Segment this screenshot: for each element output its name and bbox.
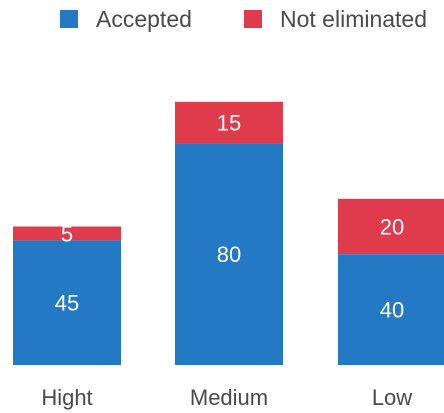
bar-hight-accepted: [13, 240, 121, 365]
data-label-medium-not-eliminated: 15: [217, 111, 241, 136]
data-label-hight-accepted: 45: [55, 291, 79, 316]
legend-swatch-not-eliminated: [244, 10, 262, 28]
legend: Accepted Not eliminated: [60, 6, 427, 32]
bar-medium-not-eliminated: [175, 101, 283, 144]
legend-swatch-accepted: [60, 10, 78, 28]
legend-label-accepted: Accepted: [96, 6, 192, 32]
x-tick-low: Low: [372, 385, 412, 410]
bar-low-not-eliminated: [338, 198, 444, 255]
plot-area: 45 5 80 15 40 20: [13, 101, 444, 365]
bar-hight-not-eliminated: [13, 226, 121, 241]
data-label-low-not-eliminated: 20: [380, 215, 404, 240]
bar-medium-accepted: [175, 143, 283, 365]
data-label-medium-accepted: 80: [217, 242, 241, 267]
legend-label-not-eliminated: Not eliminated: [280, 6, 427, 32]
x-tick-hight: Hight: [41, 385, 92, 410]
bar-low-accepted: [338, 254, 444, 365]
x-tick-medium: Medium: [190, 385, 268, 410]
x-axis-labels: Hight Medium Low: [41, 385, 412, 410]
data-label-low-accepted: 40: [380, 298, 404, 323]
data-label-hight-not-eliminated: 5: [61, 221, 73, 246]
